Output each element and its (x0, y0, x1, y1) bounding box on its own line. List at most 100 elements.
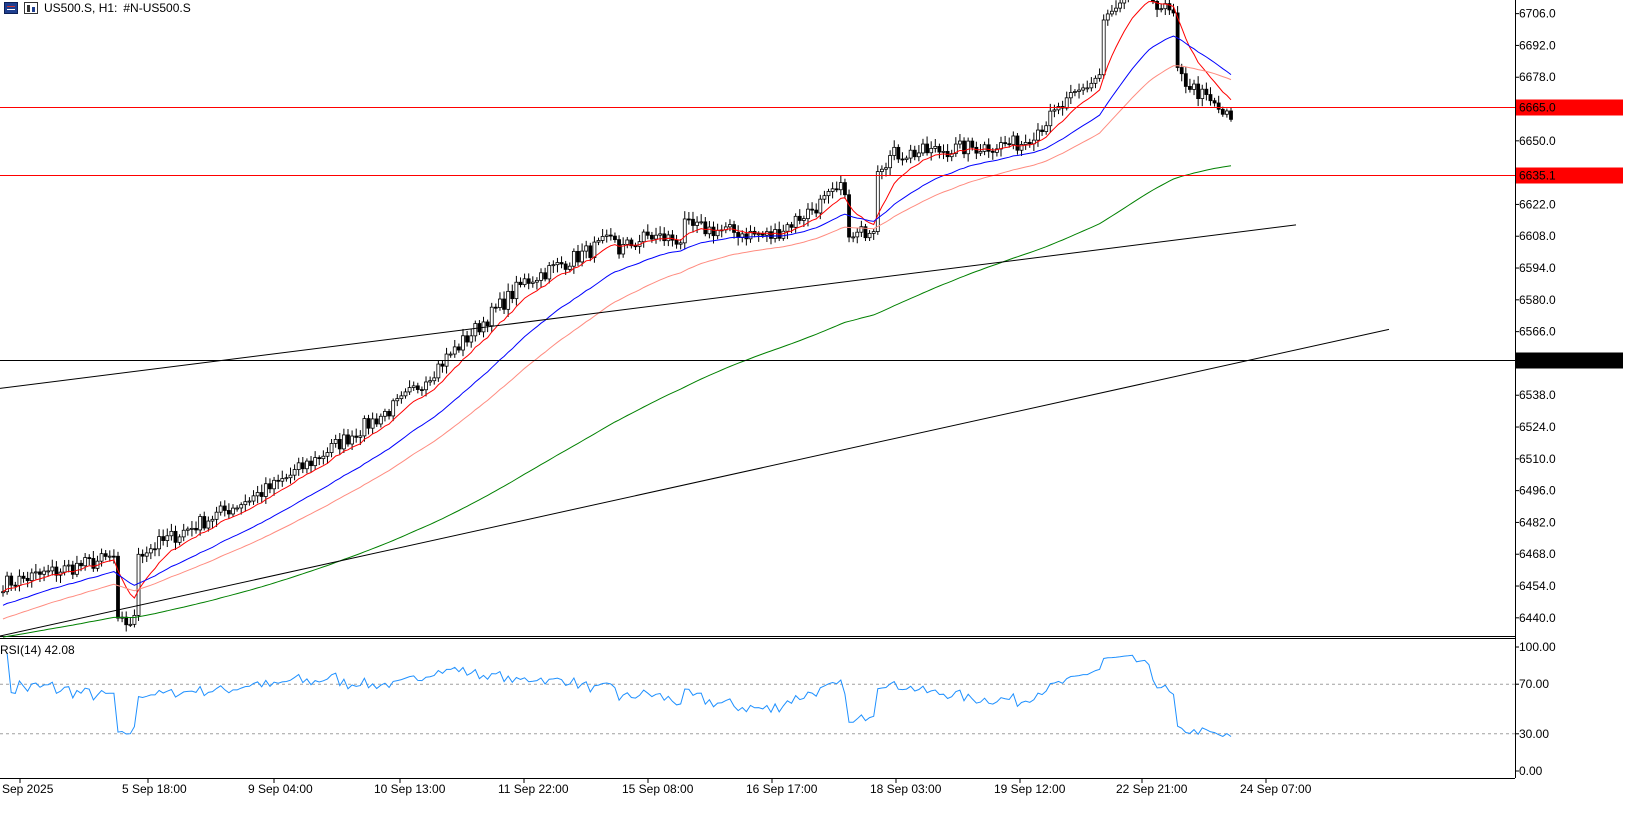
candle-body (87, 557, 92, 559)
candle-body (1224, 110, 1229, 115)
ema-fast-line (2, 1, 1232, 599)
price-level-label: 6553.6 (1519, 354, 1556, 368)
candle-body (33, 571, 38, 574)
candle-body (272, 479, 276, 490)
candle-body (793, 215, 798, 228)
candle-body (871, 231, 876, 234)
candle-body (937, 146, 942, 153)
time-tick-label: 22 Sep 21:00 (1116, 782, 1188, 796)
candle-body (580, 250, 584, 263)
candle-body (317, 457, 322, 460)
candle-body (99, 553, 104, 562)
candle-body (715, 229, 720, 237)
candle-body (797, 215, 802, 221)
candle-body (473, 323, 478, 337)
candle-body (650, 234, 654, 240)
candle-body (42, 570, 46, 575)
candle-body (268, 483, 272, 490)
price-tick-label: 6566.0 (1519, 325, 1556, 339)
candle-body (415, 385, 420, 390)
candle-body (810, 208, 814, 211)
candle-body (288, 474, 293, 479)
candle-body (1208, 94, 1213, 102)
candle-body (374, 418, 379, 425)
candle-body (337, 439, 342, 450)
candle-body (1044, 125, 1049, 132)
candle-body (341, 434, 346, 450)
chart-type-icon[interactable] (24, 2, 38, 14)
time-tick-label: 16 Sep 17:00 (746, 782, 818, 796)
candle-body (567, 265, 572, 270)
candle-body (530, 281, 535, 284)
candle-body (1011, 135, 1016, 145)
price-level-tag (1516, 99, 1623, 116)
candle-body (916, 152, 921, 158)
candle-body (403, 391, 408, 397)
candle-body (218, 505, 223, 513)
candle-body (744, 233, 749, 240)
ema-mid-line (2, 35, 1232, 606)
candle-body (206, 520, 211, 529)
candle-body (1036, 129, 1040, 141)
candle-body (625, 239, 630, 245)
candle-body (502, 298, 506, 310)
candle-body (748, 230, 753, 240)
candle-body (1019, 144, 1024, 151)
candle-body (243, 501, 248, 506)
chart-header: US500.S, H1: #N-US500.S (0, 0, 191, 16)
time-tick-label: 9 Sep 04:00 (248, 782, 313, 796)
candle-body (806, 208, 810, 220)
candle-body (884, 167, 888, 170)
candle-body (391, 400, 396, 417)
candle-body (929, 147, 934, 154)
candle-body (822, 195, 827, 200)
price-tick-label: 6678.0 (1519, 70, 1556, 84)
candle-body (148, 548, 153, 554)
candle-body (1212, 100, 1217, 104)
candle-body (21, 575, 26, 579)
candle-body (346, 434, 350, 445)
candle-body (173, 530, 178, 543)
candle-body (50, 566, 55, 572)
candle-body (543, 272, 548, 280)
candle-body (703, 221, 708, 235)
candle-body (325, 452, 330, 457)
price-tick-label: 6622.0 (1519, 197, 1556, 211)
candle-body (1, 591, 5, 594)
candle-body (469, 335, 474, 343)
candle-body (789, 224, 794, 228)
candle-body (596, 240, 601, 243)
candle-body (354, 435, 359, 438)
candle-body (1114, 7, 1118, 12)
candle-body (662, 233, 667, 242)
rsi-title: RSI(14) 42.08 (0, 643, 75, 657)
candle-body (863, 226, 868, 239)
candle-body (259, 492, 264, 497)
candle-body (366, 418, 371, 429)
candle-body (111, 555, 116, 558)
rsi-tick-label: 0.00 (1519, 764, 1543, 778)
upper-trendline[interactable] (0, 224, 1297, 389)
candle-body (432, 377, 437, 382)
lower-trendline[interactable] (0, 328, 1390, 637)
candle-body (198, 516, 203, 531)
candle-body (949, 153, 954, 158)
candle-body (263, 483, 268, 497)
price-level-tag (1516, 167, 1623, 184)
candle-body (17, 575, 22, 586)
candle-body (190, 527, 194, 530)
candle-body (843, 182, 847, 196)
candle-body (1081, 87, 1086, 91)
chart-menu-icon[interactable] (4, 2, 18, 14)
candle-body (691, 218, 695, 226)
candle-body (592, 241, 597, 258)
candle-body (966, 140, 971, 155)
candle-body (711, 226, 716, 237)
rsi-line (6, 653, 1232, 737)
candle-body (518, 281, 523, 286)
candle-body (399, 395, 404, 400)
candle-body (103, 553, 108, 557)
candle-body (769, 231, 773, 239)
rsi-tick-label: 70.00 (1519, 677, 1549, 691)
